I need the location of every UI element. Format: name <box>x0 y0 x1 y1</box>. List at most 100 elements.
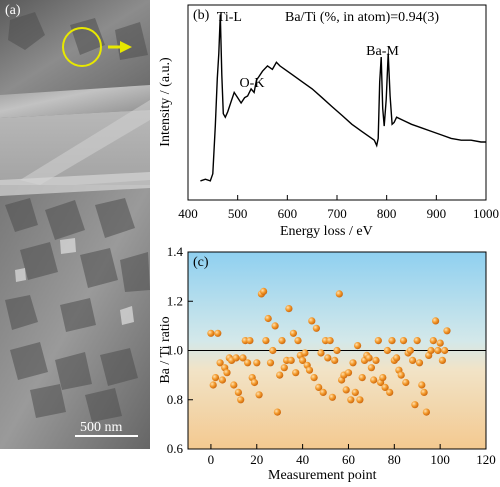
ratio-point <box>255 391 263 399</box>
ratio-point <box>372 356 380 364</box>
ratio-point <box>370 376 378 384</box>
ratio-point <box>315 383 323 391</box>
ratio-point <box>292 369 300 377</box>
ratio-point <box>211 374 220 382</box>
ratio-x-label: Measurement point <box>268 468 377 483</box>
ratio-point <box>285 305 293 313</box>
ratio-point <box>365 354 373 362</box>
ratio-point <box>411 401 419 409</box>
ratio-point <box>393 354 401 362</box>
spectrum-x-tick-label: 800 <box>377 206 397 221</box>
ratio-point <box>328 393 336 401</box>
ratio-point <box>432 317 440 325</box>
ratio-point <box>438 356 446 364</box>
ratio-x-tick-label: 100 <box>430 452 450 467</box>
ratio-point <box>418 381 426 389</box>
ratio-y-tick-label: 1.2 <box>167 293 183 308</box>
spectrum-x-tick-label: 900 <box>427 206 447 221</box>
peak-label-o-k: O-K <box>239 76 265 91</box>
ratio-point <box>278 337 286 345</box>
ratio-point <box>319 388 327 396</box>
ratio-point <box>223 369 231 377</box>
spectrum-x-label: Energy loss / eV <box>280 224 373 239</box>
ratio-y-tick-label: 1.0 <box>167 343 183 358</box>
ratio-point <box>237 396 245 404</box>
ratio-point <box>351 388 359 396</box>
ratio-point <box>324 354 332 362</box>
ratio-point <box>244 359 252 367</box>
ratio-point <box>427 346 435 355</box>
ratio-point <box>388 337 396 345</box>
ratio-point <box>301 349 309 357</box>
ratio-point <box>422 408 430 416</box>
ratio-point <box>276 371 284 379</box>
sem-image-drawing <box>0 0 150 449</box>
spectrum-panel-label: (b) <box>193 8 210 23</box>
spectrum-frame <box>187 4 487 201</box>
ratio-point <box>310 374 318 382</box>
ratio-point <box>415 359 424 367</box>
ratio-y-tick-label: 1.4 <box>167 244 184 259</box>
peak-label-ti-l: Ti-L <box>216 10 242 25</box>
ratio-point <box>347 396 355 404</box>
ratio-point <box>312 324 320 332</box>
ratio-point <box>397 371 405 379</box>
ratio-point <box>354 342 362 350</box>
ratio-point <box>289 329 297 337</box>
ratio-x-tick-label: 60 <box>342 452 355 467</box>
ratio-point <box>264 314 272 323</box>
ratio-point <box>399 337 408 345</box>
ratio-point <box>246 337 254 345</box>
panel-a-label: (a) <box>5 3 21 18</box>
ratio-point <box>266 359 275 367</box>
ratio-point <box>230 381 238 389</box>
ratio-point <box>443 327 451 335</box>
ratio-point <box>305 366 314 374</box>
peak-label-ba-m: Ba-M <box>366 44 399 59</box>
ratio-point <box>326 337 334 345</box>
ratio-point <box>358 374 366 382</box>
spectrum-x-tick-label: 400 <box>178 206 198 221</box>
ratio-point <box>269 346 277 355</box>
highlight-circle <box>62 27 102 67</box>
spectrum-x-tick-label: 500 <box>228 206 248 221</box>
scale-bar-label: 500 nm <box>80 420 123 435</box>
ratio-point <box>287 356 295 364</box>
ratio-point <box>356 396 364 404</box>
spectrum-x-tick-label: 1000 <box>473 206 499 221</box>
spectrum-series-line <box>200 14 486 182</box>
ratio-point <box>420 388 428 396</box>
ratio-point <box>434 346 442 355</box>
ratio-point <box>342 386 350 394</box>
ratio-x-tick-label: 0 <box>208 452 215 467</box>
ratio-x-tick-label: 40 <box>296 452 309 467</box>
ratio-point <box>317 349 325 357</box>
ratio-point <box>367 364 375 372</box>
ratio-y-tick-label: 0.8 <box>167 392 183 407</box>
ratio-point <box>386 388 394 396</box>
ratio-point <box>207 329 215 337</box>
ratio-point <box>232 354 240 362</box>
ratio-point <box>333 346 341 355</box>
ratio-point <box>253 359 261 367</box>
ratio-point <box>436 339 444 347</box>
ratio-point <box>413 337 421 345</box>
ratio-point <box>218 376 226 384</box>
ratio-point <box>383 346 391 355</box>
ratio-point <box>280 364 288 372</box>
ratio-y-label: Ba / Ti ratio <box>158 316 173 384</box>
ratio-y-tick-label: 0.6 <box>167 441 184 456</box>
ratio-point <box>402 378 410 387</box>
ratio-x-tick-label: 80 <box>388 452 401 467</box>
ratio-point <box>273 408 281 416</box>
ratio-x-tick-label: 120 <box>476 452 496 467</box>
ratio-point <box>234 388 242 396</box>
ratio-annotation: Ba/Ti (%, in atom)=0.94(3) <box>285 10 439 25</box>
ratio-point <box>294 337 302 345</box>
ratio-point <box>260 287 268 295</box>
ratio-point <box>271 322 279 330</box>
ratio-point <box>379 374 387 382</box>
sem-micrograph: (a) 500 nm <box>0 0 150 449</box>
